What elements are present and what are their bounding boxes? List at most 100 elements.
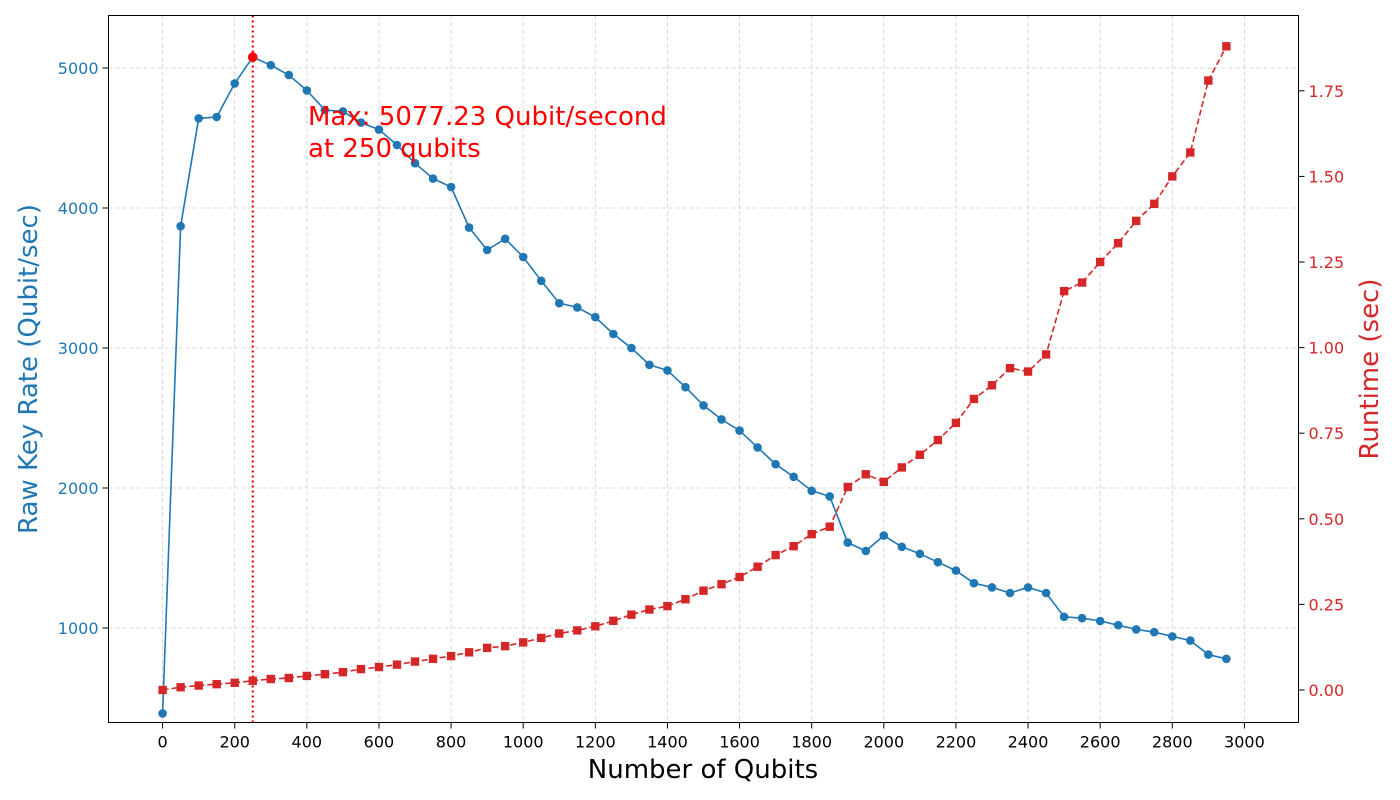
raw-key-rate-point <box>446 182 456 192</box>
runtime-point <box>518 638 528 647</box>
raw-key-rate-point <box>176 221 185 231</box>
raw-key-rate-point <box>771 459 780 469</box>
raw-key-rate-point <box>158 709 167 718</box>
y-right-tick-label: 0.00 <box>1309 681 1345 700</box>
runtime-point <box>374 662 384 672</box>
runtime-point <box>1168 172 1177 181</box>
runtime-point <box>897 463 907 472</box>
runtime-point <box>1023 367 1033 376</box>
raw-key-rate-point <box>717 415 726 424</box>
y-right-axis-ticks: 0.00 0.25 0.50 0.75 1.00 1.25 1.50 1.75 <box>1298 82 1345 700</box>
x-tick-label: 1400 <box>647 733 688 752</box>
runtime-point <box>212 679 221 689</box>
raw-key-rate-point <box>500 234 510 244</box>
raw-key-rate-point <box>951 566 961 575</box>
runtime-point <box>410 657 420 666</box>
runtime-point <box>825 522 834 531</box>
runtime-point <box>771 550 780 560</box>
raw-key-rate-point <box>320 105 330 115</box>
raw-key-rate-point <box>843 538 853 547</box>
runtime-point <box>1204 76 1213 85</box>
raw-key-rate-point <box>1005 588 1015 598</box>
runtime-point <box>699 586 708 595</box>
runtime-point <box>428 654 438 664</box>
runtime-point <box>627 610 636 619</box>
y-right-tick-label: 1.25 <box>1309 253 1345 272</box>
raw-key-rate-point <box>609 329 618 339</box>
y-left-tick-label: 4000 <box>58 199 99 218</box>
runtime-point <box>1059 286 1069 296</box>
raw-key-rate-point <box>807 486 816 496</box>
raw-key-rate-point <box>356 118 366 127</box>
runtime-point <box>338 667 348 677</box>
runtime-line <box>162 45 1228 691</box>
raw-key-rate-point <box>1131 625 1141 634</box>
runtime-point <box>951 418 961 428</box>
raw-key-rate-point <box>825 492 835 501</box>
y-right-tick-label: 0.75 <box>1309 424 1345 443</box>
raw-key-rate-point <box>1204 650 1213 659</box>
x-axis-ticks: 0 200 400 600 800 1000 1200 1400 1600 1800 2000 220… <box>157 722 1265 752</box>
raw-key-rate-point <box>464 223 474 232</box>
runtime-point <box>392 660 402 669</box>
runtime-point <box>1005 363 1015 373</box>
raw-key-rate-point <box>302 86 312 95</box>
runtime-point <box>176 683 185 692</box>
raw-key-rate-point <box>392 140 402 150</box>
runtime-point <box>933 435 943 445</box>
raw-key-rate-point <box>266 60 276 70</box>
runtime-point <box>645 605 654 614</box>
x-tick-label: 200 <box>219 733 250 752</box>
x-tick-label: 1200 <box>575 733 616 752</box>
runtime-point <box>843 482 852 492</box>
runtime-point <box>356 664 366 674</box>
raw-key-rate-point <box>699 401 708 410</box>
y-left-tick-label: 1000 <box>58 619 99 638</box>
runtime-point <box>735 572 744 582</box>
raw-key-rate-point <box>735 426 744 435</box>
raw-key-rate-point <box>861 546 871 556</box>
runtime-point <box>500 641 510 651</box>
raw-key-rate-point <box>1041 588 1051 598</box>
raw-key-rate-point <box>1059 612 1069 622</box>
runtime-series <box>158 42 1231 695</box>
runtime-point <box>1222 42 1231 51</box>
x-tick-label: 2800 <box>1152 733 1193 752</box>
y-left-tick-label: 3000 <box>58 339 99 358</box>
raw-key-rate-point <box>1113 620 1123 630</box>
raw-key-rate-point <box>554 298 564 308</box>
runtime-point <box>248 676 257 685</box>
runtime-point <box>320 670 330 679</box>
raw-key-rate-point <box>591 312 600 322</box>
raw-key-rate-point <box>879 531 889 540</box>
runtime-point <box>1113 238 1123 248</box>
runtime-point <box>537 633 546 643</box>
runtime-point <box>609 616 618 626</box>
runtime-point <box>1077 278 1087 287</box>
raw-key-rate-point <box>933 557 943 567</box>
runtime-point <box>446 651 456 661</box>
raw-key-rate-point <box>230 79 240 88</box>
y-left-axis-ticks: 1000 2000 3000 4000 5000 <box>58 59 109 638</box>
runtime-point <box>1186 148 1195 157</box>
max-point-group <box>247 52 258 62</box>
runtime-point <box>879 477 889 487</box>
runtime-point <box>573 626 582 635</box>
runtime-point <box>194 681 203 690</box>
raw-key-rate-point <box>284 70 294 80</box>
y-right-axis-label: Runtime (sec) <box>1355 279 1385 460</box>
x-tick-label: 800 <box>436 733 467 752</box>
raw-key-rate-point <box>987 583 997 592</box>
x-tick-label: 1800 <box>791 733 832 752</box>
raw-key-rate-point <box>374 125 384 134</box>
raw-key-rate-point <box>627 343 636 353</box>
runtime-point <box>464 648 474 657</box>
runtime-point <box>1095 257 1105 267</box>
raw-key-rate-point <box>1149 627 1159 637</box>
x-tick-label: 2400 <box>1008 733 1049 752</box>
runtime-point <box>158 685 167 695</box>
raw-key-rate-point <box>482 245 492 255</box>
x-tick-label: 3000 <box>1224 733 1265 752</box>
x-tick-label: 1000 <box>503 733 544 752</box>
